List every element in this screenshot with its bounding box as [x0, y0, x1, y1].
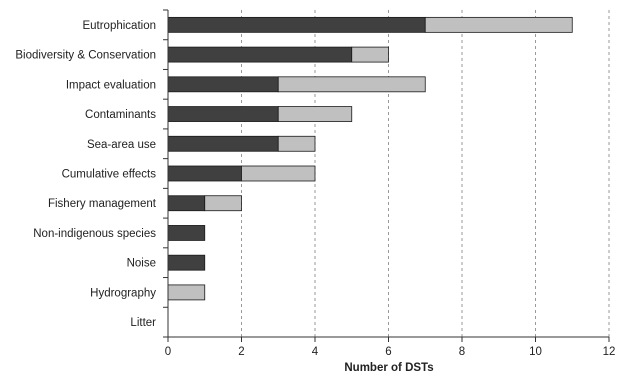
category-label: Sea-area use [87, 139, 156, 151]
bar-2-2 [277, 76, 426, 93]
bar-1-6 [167, 195, 206, 212]
bar-1-0 [167, 16, 426, 33]
x-tick-label: 8 [459, 346, 465, 358]
bar-1-2 [167, 76, 279, 93]
bar-2-0 [424, 16, 573, 33]
category-label: Contaminants [85, 109, 156, 121]
bar-1-1 [167, 46, 353, 63]
labels: Eutrophication Biodiversity & Conservatio… [15, 20, 615, 358]
bar-2-9 [167, 284, 206, 301]
category-label: Noise [127, 258, 156, 270]
grid-lines [241, 10, 610, 337]
bars [167, 16, 573, 301]
category-label: Hydrography [90, 287, 156, 299]
category-label: Impact evaluation [66, 79, 156, 91]
x-tick-label: 4 [312, 346, 319, 358]
category-label: Fishery management [48, 198, 157, 210]
bar-1-3 [167, 106, 279, 122]
x-tick-label: 0 [165, 346, 171, 358]
bar-1-7 [167, 225, 206, 241]
category-label: Non-indigenous species [33, 228, 156, 240]
bar-2-5 [241, 165, 316, 182]
x-axis-title: Number of DSTs [344, 362, 433, 374]
category-label: Cumulative effects [62, 169, 157, 181]
category-label: Eutrophication [82, 20, 156, 32]
category-label: Biodiversity & Conservation [15, 50, 156, 62]
bar-1-8 [167, 254, 206, 271]
category-label: Litter [130, 317, 156, 329]
bar-1-5 [167, 165, 242, 182]
bar-1-4 [167, 135, 279, 152]
x-tick-label: 12 [603, 346, 616, 358]
axes [163, 9, 610, 342]
bar-2-3 [277, 106, 353, 122]
x-tick-label: 6 [385, 346, 391, 358]
x-tick-label: 10 [529, 346, 542, 358]
bar-2-4 [277, 135, 316, 152]
bar-2-6 [204, 195, 242, 212]
x-tick-label: 2 [238, 346, 244, 358]
bar-2-1 [351, 46, 389, 63]
